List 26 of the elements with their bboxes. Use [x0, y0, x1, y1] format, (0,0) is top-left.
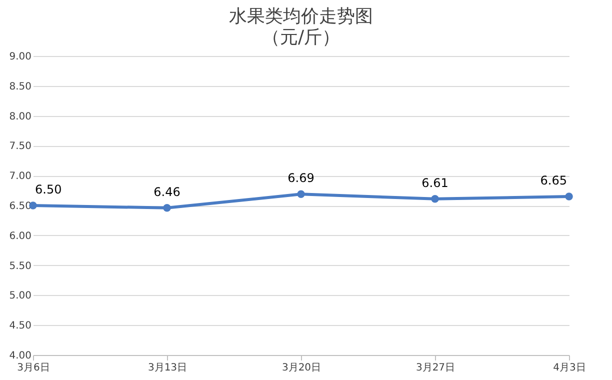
y-tick-label: 7.00 [9, 171, 32, 182]
y-tick-label: 5.50 [9, 260, 32, 272]
y-tick-label: 7.50 [9, 141, 32, 152]
y-tick-label: 9.00 [9, 52, 32, 62]
y-tick-label: 4.00 [9, 350, 32, 362]
y-tick-label: 6.00 [9, 230, 32, 242]
point [565, 192, 573, 200]
x-tick-label: 3月6日 [17, 362, 50, 374]
chart-title: 水果类均价走势图 [229, 6, 373, 27]
point [163, 204, 171, 212]
chart-subtitle: （元/斤） [262, 27, 340, 48]
y-tick-label: 5.00 [9, 290, 32, 302]
x-tick-label: 3月13日 [148, 362, 188, 374]
y-tick-label: 8.00 [9, 111, 32, 122]
y-tick-label: 4.50 [9, 320, 32, 332]
y-tick-label: 8.50 [9, 81, 32, 92]
point [431, 195, 439, 203]
point [297, 190, 305, 198]
x-tick-label: 3月20日 [282, 362, 322, 374]
data-label: 6.61 [422, 176, 448, 190]
data-label: 6.65 [540, 174, 567, 188]
x-tick-label: 3月27日 [416, 362, 456, 374]
x-tick-label: 4月3日 [553, 362, 586, 374]
data-label: 6.50 [35, 182, 62, 196]
data-label: 6.46 [154, 184, 180, 199]
data-label: 6.69 [288, 171, 314, 186]
